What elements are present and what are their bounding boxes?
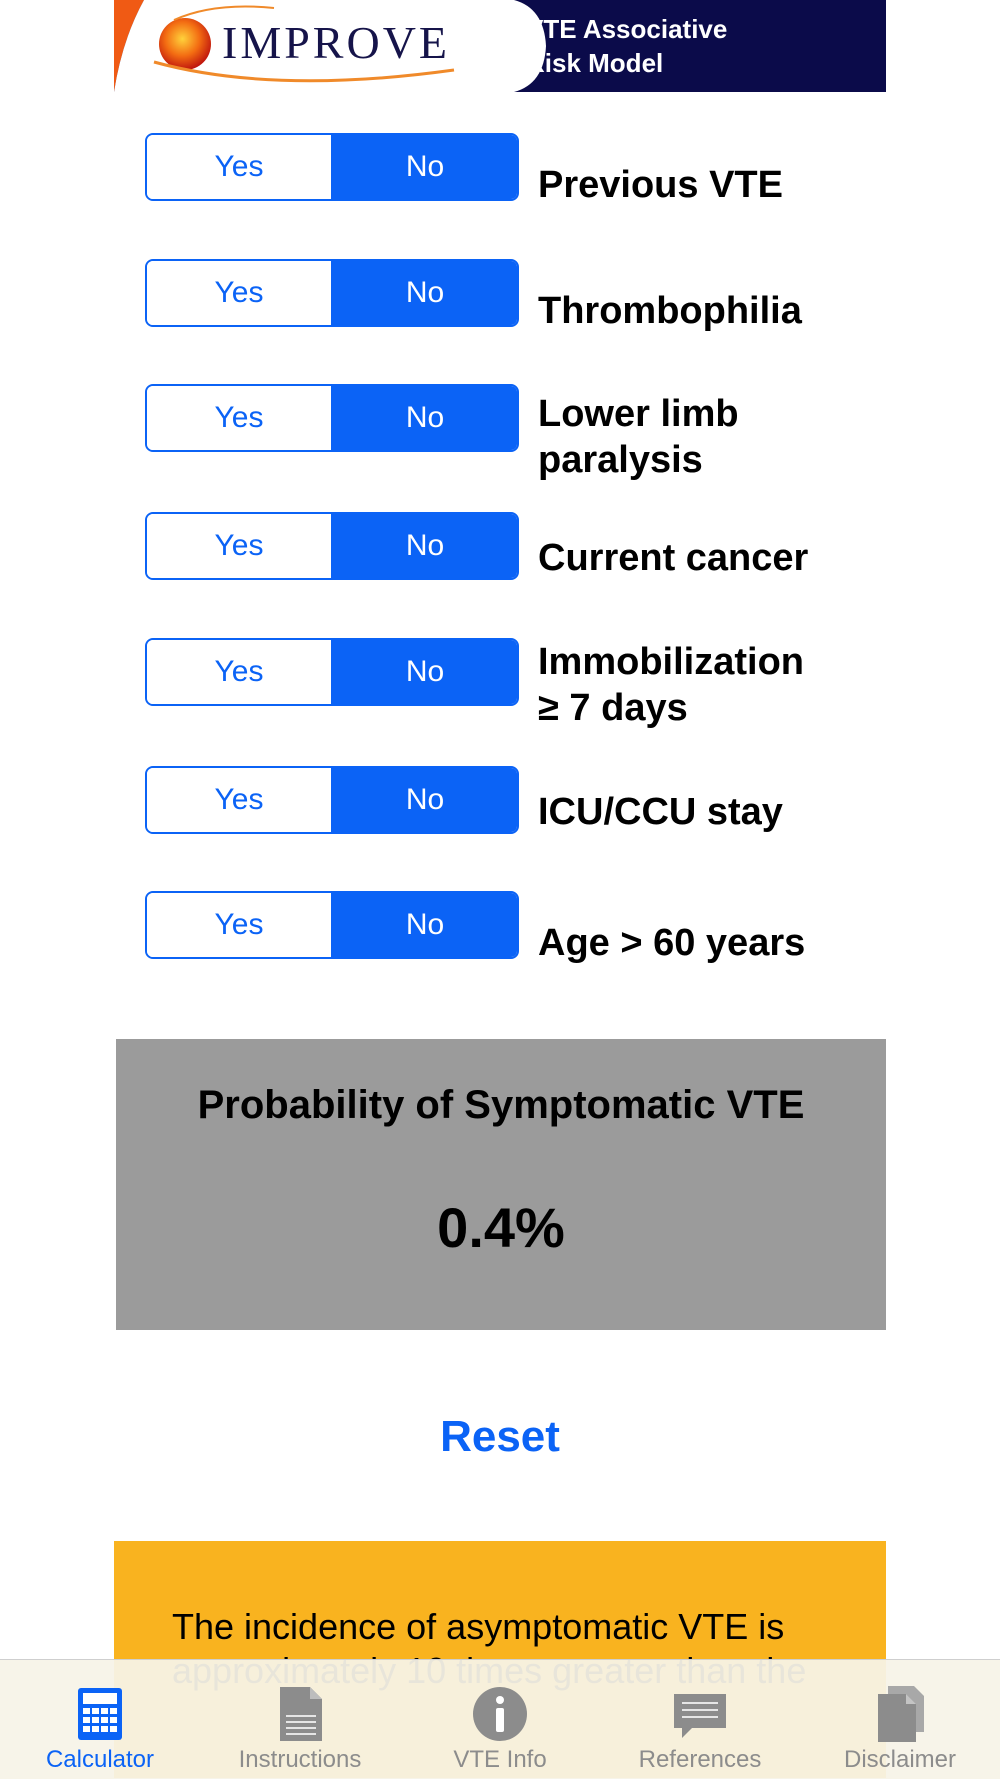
tab-instructions[interactable]: Instructions <box>200 1660 400 1779</box>
risk-factor-label: Immobilization ≥ 7 days <box>538 639 868 731</box>
yes-no-segmented-control[interactable]: Yes No <box>145 638 519 706</box>
risk-factor-label-line2: ≥ 7 days <box>538 687 688 729</box>
tab-vte-info[interactable]: VTE Info <box>400 1660 600 1779</box>
yes-option[interactable]: Yes <box>147 514 331 578</box>
no-option[interactable]: No <box>331 768 517 832</box>
pages-icon <box>878 1686 924 1742</box>
tab-label: Disclaimer <box>843 1746 956 1773</box>
risk-factor-label: ICU/CCU stay <box>538 791 783 833</box>
document-icon <box>280 1687 322 1741</box>
no-option[interactable]: No <box>331 514 517 578</box>
no-option[interactable]: No <box>331 135 517 199</box>
tab-references[interactable]: References <box>600 1660 800 1779</box>
no-option[interactable]: No <box>331 893 517 957</box>
tab-label: Instructions <box>238 1746 362 1773</box>
speech-bubble-icon <box>674 1694 726 1738</box>
yes-option[interactable]: Yes <box>147 768 331 832</box>
yes-no-segmented-control[interactable]: Yes No <box>145 512 519 580</box>
risk-factor-label: Thrombophilia <box>538 290 802 332</box>
risk-factor-label: Age > 60 years <box>538 922 806 964</box>
result-value: 0.4% <box>437 1196 565 1259</box>
banner-title: VTE Associative Risk Model <box>526 0 886 92</box>
banner-title-line2: Risk Model <box>526 48 664 78</box>
no-option[interactable]: No <box>331 386 517 450</box>
improve-logo <box>114 0 886 92</box>
tab-calculator[interactable]: Calculator <box>0 1660 200 1779</box>
reset-button[interactable]: Reset <box>440 1412 560 1461</box>
calculator-icon <box>78 1688 122 1740</box>
probability-result-panel: Probability of Symptomatic VTE 0.4% <box>116 1039 886 1330</box>
yes-option[interactable]: Yes <box>147 893 331 957</box>
yes-no-segmented-control[interactable]: Yes No <box>145 384 519 452</box>
logo-wordmark: IMPROVE <box>222 17 451 68</box>
yes-no-segmented-control[interactable]: Yes No <box>145 891 519 959</box>
tab-disclaimer[interactable]: Disclaimer <box>800 1660 1000 1779</box>
risk-factor-label: Current cancer <box>538 537 809 579</box>
yes-option[interactable]: Yes <box>147 640 331 704</box>
app-banner: IMPROVE VTE Associative Risk Model <box>114 0 886 92</box>
yes-option[interactable]: Yes <box>147 135 331 199</box>
tab-label: References <box>638 1746 762 1773</box>
result-title: Probability of Symptomatic VTE <box>197 1083 805 1127</box>
yes-no-segmented-control[interactable]: Yes No <box>145 133 519 201</box>
risk-factor-label-line2: paralysis <box>538 439 703 481</box>
no-option[interactable]: No <box>331 640 517 704</box>
tab-label: Calculator <box>45 1746 155 1773</box>
risk-factor-label-line1: Immobilization <box>538 641 804 683</box>
tab-bar: Calculator Instructions VTE Info Referen… <box>0 1659 1000 1779</box>
info-icon <box>473 1687 527 1741</box>
yes-option[interactable]: Yes <box>147 386 331 450</box>
no-option[interactable]: No <box>331 261 517 325</box>
risk-factor-label: Previous VTE <box>538 164 783 206</box>
tab-label: VTE Info <box>453 1746 547 1773</box>
yes-no-segmented-control[interactable]: Yes No <box>145 259 519 327</box>
yes-no-segmented-control[interactable]: Yes No <box>145 766 519 834</box>
risk-factor-label: Lower limb paralysis <box>538 391 868 483</box>
banner-title-line1: VTE Associative <box>526 14 728 44</box>
yes-option[interactable]: Yes <box>147 261 331 325</box>
risk-factor-label-line1: Lower limb <box>538 393 739 435</box>
